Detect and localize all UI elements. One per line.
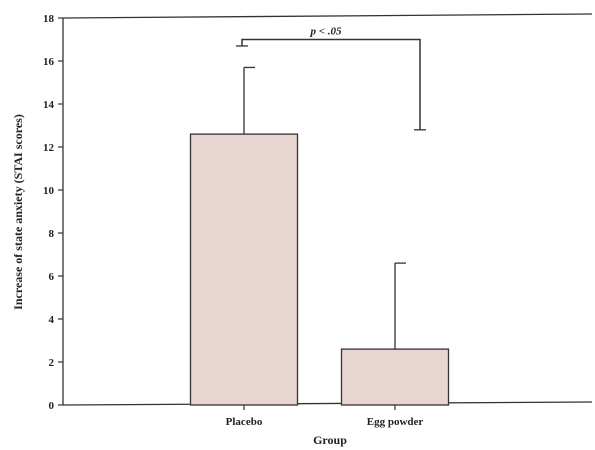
significance-bracket-line — [241, 38, 421, 130]
significance-label: p < .05 — [309, 26, 342, 38]
significance-bracket: p < .05 — [236, 26, 426, 131]
bars — [189, 133, 450, 406]
x-axis-line — [62, 401, 593, 406]
y-tick-label: 10 — [43, 185, 55, 197]
y-axis-ticks: 0 2 4 6 8 10 12 14 16 18 — [43, 13, 63, 412]
bar-placebo — [189, 133, 299, 406]
y-tick-label: 16 — [43, 56, 55, 68]
y-axis-title: Increase of state anxiety (STAI scores) — [11, 114, 25, 310]
y-tick-label: 2 — [49, 357, 55, 369]
y-tick-label: 18 — [43, 13, 55, 25]
y-tick-label: 4 — [49, 314, 55, 326]
x-tick-label: Egg powder — [367, 416, 424, 428]
x-axis-title: Group — [313, 433, 347, 447]
x-axis-labels: Placebo Egg powder — [226, 405, 424, 428]
x-tick-label: Placebo — [226, 416, 263, 428]
y-tick-label: 14 — [43, 99, 55, 111]
y-tick-label: 6 — [49, 271, 55, 283]
y-tick-label: 0 — [49, 400, 55, 412]
y-tick-label: 8 — [49, 228, 55, 240]
y-tick-label: 12 — [43, 142, 55, 154]
bar-egg-powder — [340, 348, 450, 406]
error-bars — [243, 66, 406, 350]
top-frame-line — [62, 13, 593, 19]
